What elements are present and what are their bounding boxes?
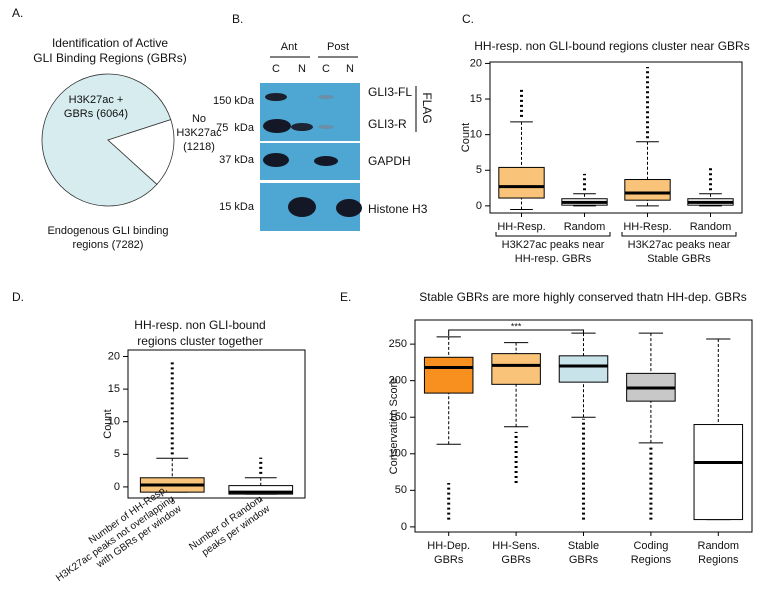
y-tick-label: 100	[389, 448, 407, 460]
y-axis-label: Count	[460, 123, 472, 152]
y-tick-label: 150	[389, 411, 407, 423]
chart-title: Stable GBRs are more highly conserved th…	[419, 290, 746, 304]
plot-frame	[489, 61, 743, 214]
panel-label: B.	[232, 12, 243, 26]
panel-label: C.	[462, 12, 474, 26]
box	[491, 353, 541, 385]
band	[263, 153, 289, 167]
y-tick-label: 5	[476, 164, 482, 176]
panel-label: E.	[340, 290, 351, 304]
y-tick-label: 200	[389, 375, 407, 387]
chart-title: GLI Binding Regions (GBRs)	[33, 51, 186, 65]
pie-caption: Endogenous GLI binding	[47, 225, 168, 237]
box	[693, 424, 744, 521]
group-bracket	[621, 232, 737, 237]
x-tick-label: Random	[690, 221, 732, 233]
marker-label: 15 kDa	[219, 201, 255, 213]
box	[624, 179, 671, 201]
significance-bracket	[448, 329, 584, 336]
group-label: H3K27ac peaks near	[502, 239, 605, 251]
group-label: HH-resp. GBRs	[515, 253, 592, 265]
x-tick-label: Coding	[633, 540, 668, 552]
band-label: GLI3-FL	[368, 85, 412, 99]
slice-label: H3K27ac +	[69, 94, 124, 106]
x-tick-label: GBRs	[434, 554, 464, 566]
band-label: GLI3-R	[368, 117, 407, 131]
panel-label: A.	[12, 6, 23, 20]
group-label: Stable GBRs	[647, 253, 711, 265]
x-tick-label: HH-Sens.	[492, 540, 540, 552]
chart-title: HH-resp. non GLI-bound regions cluster n…	[474, 39, 749, 53]
y-tick-label: 20	[108, 350, 120, 362]
band	[314, 156, 338, 166]
lane-label: N	[346, 63, 354, 75]
band	[291, 123, 313, 131]
slice-label: No	[192, 113, 206, 125]
x-tick-label: Stable	[568, 540, 599, 552]
band-label: Histone H3	[368, 202, 428, 216]
y-tick-label: 15	[108, 383, 120, 395]
y-axis-label: Count	[102, 409, 114, 438]
box	[423, 356, 474, 394]
slice-label: (1218)	[183, 141, 215, 153]
pie-slice	[107, 119, 175, 185]
y-tick-label: 5	[114, 448, 120, 460]
band	[336, 199, 362, 217]
y-tick-label: 20	[470, 57, 482, 69]
box	[228, 485, 294, 495]
box	[558, 355, 609, 383]
group-label: H3K27ac peaks near	[628, 239, 731, 251]
y-axis-label: Conservation Score	[388, 378, 400, 475]
chart-title: HH-resp. non GLI-bound	[134, 318, 265, 332]
y-tick-label: 250	[389, 338, 407, 350]
marker-label: 150 kDa	[213, 95, 255, 107]
blot-group: Post	[327, 41, 349, 53]
chart-title: Identification of Active	[52, 36, 168, 50]
marker-label: 37 kDa	[219, 154, 255, 166]
band	[318, 125, 334, 129]
x-tick-label: Random	[698, 540, 740, 552]
x-tick-label: Regions	[631, 554, 672, 566]
lane-label: C	[272, 63, 280, 75]
y-tick-label: 10	[470, 129, 482, 141]
x-tick-label: GBRs	[569, 554, 599, 566]
x-tick-label: HH-Resp.	[623, 221, 671, 233]
x-tick-label: HH-Dep.	[427, 540, 470, 552]
band	[263, 119, 291, 133]
slice-label: H3K27ac	[176, 127, 222, 139]
lane-label: C	[322, 63, 330, 75]
x-tick-label: HH-Resp.	[497, 221, 545, 233]
x-tick-label: GBRs	[501, 554, 531, 566]
slice-label: GBRs (6064)	[64, 108, 128, 120]
pie-slice	[41, 73, 172, 207]
band	[265, 93, 287, 101]
band	[288, 197, 316, 217]
box	[498, 166, 545, 199]
blot-panel: B. Ant Post C N C N 150 kDa 75 kDa 37 kD…	[213, 12, 434, 231]
y-tick-label: 10	[108, 416, 120, 428]
y-tick-label: 0	[401, 521, 407, 533]
x-label-group: Number of HH-Resp.H3K27ac peaks not over…	[54, 484, 184, 584]
x-tick-label: Regions	[698, 554, 739, 566]
band-label: GAPDH	[368, 154, 411, 168]
panel-label: D.	[12, 290, 24, 304]
tag-label: FLAG	[420, 92, 434, 123]
significance-label: ***	[511, 321, 522, 331]
group-bracket	[495, 232, 611, 237]
pie-caption: regions (7282)	[73, 239, 144, 251]
lane-label: N	[298, 63, 306, 75]
plot-frame	[127, 349, 306, 499]
y-tick-label: 0	[476, 200, 482, 212]
chart-title: regions cluster together	[137, 334, 262, 348]
y-tick-label: 50	[395, 484, 407, 496]
x-tick-label: Random	[564, 221, 606, 233]
band	[318, 95, 334, 99]
x-tick-label: H3K27ac peaks not overlapping	[54, 494, 176, 584]
blot-group: Ant	[281, 41, 298, 53]
marker-label: 75 kDa	[216, 122, 255, 134]
y-tick-label: 0	[114, 481, 120, 493]
y-tick-label: 15	[470, 93, 482, 105]
